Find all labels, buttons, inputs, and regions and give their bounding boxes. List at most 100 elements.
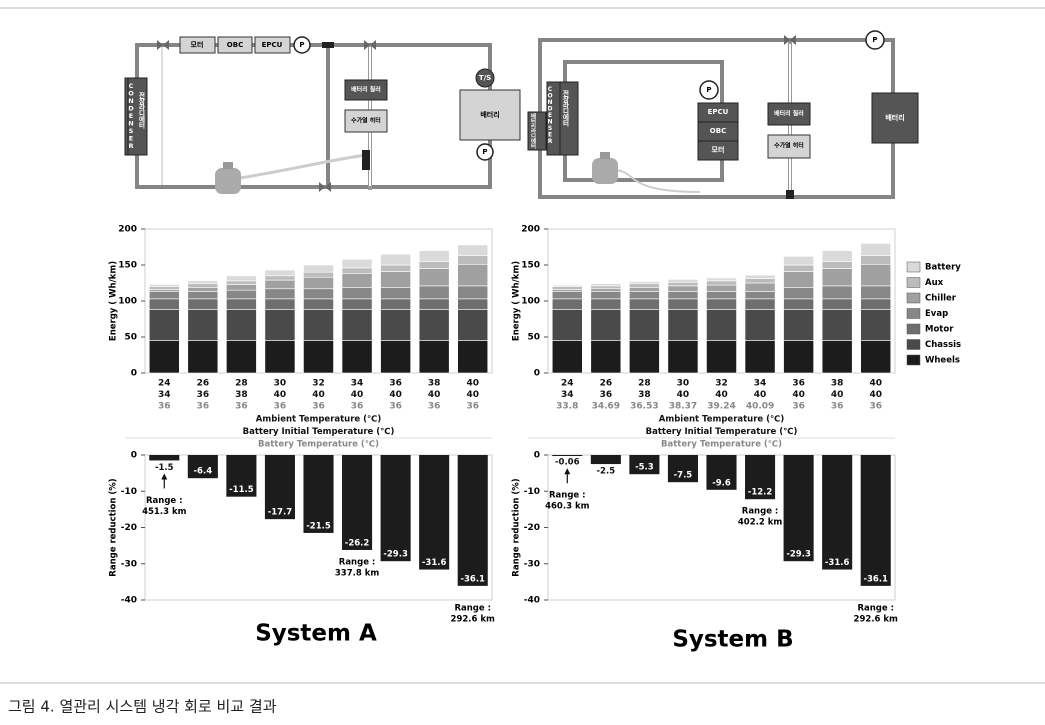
- bar-segment: [629, 340, 660, 374]
- annotation: Range :: [857, 603, 894, 613]
- bar-segment: [860, 340, 892, 374]
- bar-segment: [380, 298, 411, 310]
- motor-box: [179, 36, 216, 54]
- label: 배터리 칠러: [774, 110, 804, 118]
- motor-box: [697, 140, 739, 161]
- bar-segment: [187, 298, 219, 310]
- bar-segment: [226, 340, 257, 374]
- bar: [342, 455, 373, 550]
- annotation: 460.3 km: [545, 502, 589, 512]
- battery-box: [459, 89, 521, 141]
- bar-segment: [341, 258, 373, 269]
- y-tick-label: 100: [118, 297, 137, 307]
- bar: [783, 455, 814, 562]
- bar-segment: [418, 309, 450, 341]
- bar: [552, 455, 583, 456]
- x-tick-label: 34: [561, 390, 574, 400]
- label: P: [706, 86, 711, 94]
- bar-segment: [667, 285, 699, 292]
- bar-segment: [744, 309, 776, 341]
- x-tick-label: 36: [197, 390, 210, 400]
- bar-segment: [341, 287, 373, 300]
- x-tick-label: 36: [869, 402, 882, 412]
- x-tick-label: 26: [600, 379, 613, 389]
- bar-segment: [264, 298, 296, 310]
- bar-segment: [783, 340, 814, 374]
- bar-segment: [860, 309, 892, 341]
- bar-segment: [380, 309, 411, 341]
- bar-segment: [457, 244, 489, 256]
- x-tick-label: 36: [831, 402, 844, 412]
- x-tick-label: 36: [389, 402, 402, 412]
- x-tick-label: 36: [197, 402, 210, 412]
- battery-radiator-box: [527, 111, 547, 151]
- legend-label: Chassis: [925, 340, 961, 350]
- bar-segment: [706, 284, 737, 292]
- bar-segment: [744, 282, 776, 292]
- bar-segment: [821, 268, 853, 287]
- legend-swatch: [906, 323, 921, 335]
- bar-segment: [590, 298, 622, 310]
- annotation: 292.6 km: [451, 614, 495, 624]
- bar-segment: [629, 283, 660, 288]
- bar-segment: [590, 285, 622, 290]
- bar: [419, 455, 450, 570]
- x-tick-label: 36: [389, 379, 402, 389]
- x-axis-label: Battery Initial Temperature (℃): [243, 427, 395, 437]
- bar-segment: [187, 340, 219, 374]
- bar-segment: [226, 275, 257, 282]
- x-axis-label: Ambient Temperature (℃): [256, 415, 382, 425]
- bar-segment: [457, 309, 489, 341]
- legend-swatch: [906, 292, 921, 304]
- bar-segment: [590, 283, 622, 287]
- x-tick-label: 39.24: [707, 402, 735, 412]
- y-tick-label: -10: [524, 487, 540, 497]
- x-tick-label: 40: [351, 390, 364, 400]
- x-tick-label: 40: [466, 390, 479, 400]
- y-tick-label: 50: [527, 333, 540, 343]
- chiller-box: [344, 79, 388, 101]
- y-tick-label: -30: [524, 559, 540, 569]
- y-tick-label: 100: [521, 297, 540, 307]
- bar-segment: [148, 289, 180, 292]
- x-tick-label: 40.09: [746, 402, 774, 412]
- x-tick-label: 40: [831, 390, 844, 400]
- bar-segment: [148, 298, 180, 310]
- bar-segment: [706, 280, 737, 286]
- x-tick-label: 40: [754, 390, 767, 400]
- y-tick-label: 200: [521, 225, 540, 235]
- bar-segment: [148, 291, 180, 300]
- bar-segment: [226, 298, 257, 310]
- bar: [667, 455, 698, 483]
- y-tick-label: -20: [524, 523, 540, 533]
- y-tick-label: 150: [118, 261, 137, 271]
- x-tick-label: 36: [466, 402, 479, 412]
- bar-segment: [303, 264, 334, 273]
- bar-segment: [303, 288, 334, 300]
- bar-segment: [380, 253, 411, 266]
- bar: [303, 455, 334, 533]
- bar-segment: [303, 276, 334, 290]
- bar-segment: [341, 340, 373, 374]
- bar-segment: [380, 287, 411, 300]
- x-tick-label: 36: [235, 402, 248, 412]
- y-tick-label: -40: [524, 596, 540, 606]
- label: CONDENSER: [547, 86, 554, 145]
- bar-segment: [667, 281, 699, 287]
- bar-segment: [264, 288, 296, 300]
- bar-segment: [418, 298, 450, 310]
- bar-segment: [303, 340, 334, 374]
- x-tick-label: 34.69: [592, 402, 620, 412]
- y-tick-label: 0: [534, 369, 540, 379]
- x-axis-label: Battery Temperature (℃): [258, 440, 379, 450]
- value-label: -31.6: [825, 558, 850, 568]
- bar-segment: [821, 298, 853, 310]
- label: CONDENSER: [127, 82, 135, 150]
- bar-segment: [860, 263, 892, 287]
- x-tick-label: 30: [274, 379, 287, 389]
- x-tick-label: 38: [235, 390, 248, 400]
- bar-segment: [187, 287, 219, 292]
- bar-segment: [821, 309, 853, 341]
- y-tick-label: -30: [121, 559, 137, 569]
- y-axis-label: Range reduction (%): [512, 478, 522, 577]
